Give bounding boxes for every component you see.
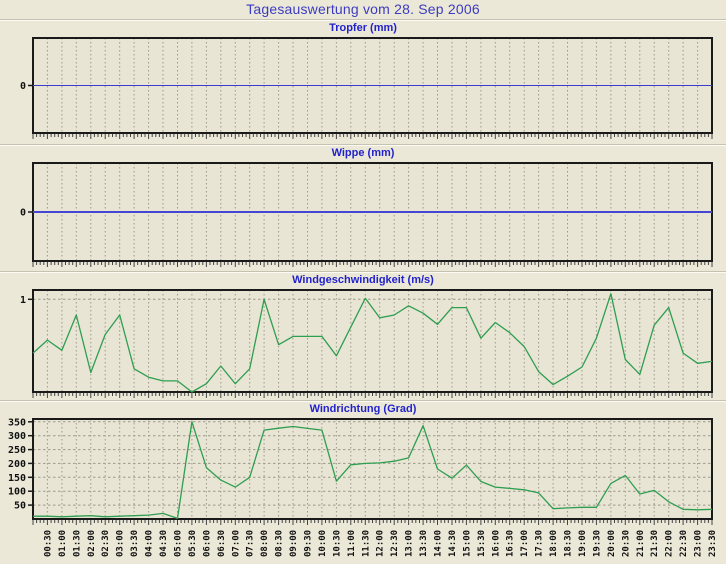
svg-text:05:00: 05:00 xyxy=(174,530,184,557)
svg-text:00:30: 00:30 xyxy=(43,530,53,557)
svg-text:17:00: 17:00 xyxy=(520,530,530,557)
svg-text:11:00: 11:00 xyxy=(347,530,357,557)
svg-text:03:30: 03:30 xyxy=(130,530,140,557)
svg-text:04:00: 04:00 xyxy=(145,530,155,557)
chart-panel-wippe: Wippe (mm) 0 xyxy=(0,146,726,271)
svg-text:100: 100 xyxy=(8,487,26,498)
svg-text:20:00: 20:00 xyxy=(607,530,617,557)
svg-text:09:00: 09:00 xyxy=(289,530,299,557)
chart-panel-tropfer: Tropfer (mm) 0 xyxy=(0,21,726,144)
svg-text:21:30: 21:30 xyxy=(650,530,660,557)
tropfer-chart-title: Tropfer (mm) xyxy=(329,22,397,34)
svg-text:300: 300 xyxy=(8,431,26,442)
chart-panel-windrichtung: Windrichtung (Grad) 50 100 150 200 250 300 350… xyxy=(0,402,726,564)
svg-text:17:30: 17:30 xyxy=(535,530,545,557)
svg-text:21:00: 21:00 xyxy=(636,530,646,557)
svg-text:13:30: 13:30 xyxy=(419,530,429,557)
svg-text:1: 1 xyxy=(20,295,26,306)
svg-text:02:00: 02:00 xyxy=(87,530,97,557)
tropfer-chart: 0 xyxy=(20,37,713,139)
svg-text:13:00: 13:00 xyxy=(405,530,415,557)
header-separator xyxy=(0,19,726,21)
wippe-chart: 0 xyxy=(20,162,713,267)
svg-text:350: 350 xyxy=(8,417,26,428)
svg-text:22:30: 22:30 xyxy=(679,530,689,557)
svg-text:16:00: 16:00 xyxy=(491,530,501,557)
svg-text:01:30: 01:30 xyxy=(72,530,82,557)
svg-text:08:00: 08:00 xyxy=(260,530,270,557)
svg-text:12:30: 12:30 xyxy=(390,530,400,557)
svg-text:09:30: 09:30 xyxy=(304,530,314,557)
svg-text:150: 150 xyxy=(8,473,26,484)
svg-text:0: 0 xyxy=(20,208,26,219)
svg-text:08:30: 08:30 xyxy=(275,530,285,557)
svg-text:06:30: 06:30 xyxy=(217,530,227,557)
svg-text:01:00: 01:00 xyxy=(58,530,68,557)
svg-text:06:00: 06:00 xyxy=(202,530,212,557)
svg-text:23:30: 23:30 xyxy=(708,530,718,557)
svg-text:07:00: 07:00 xyxy=(231,530,241,557)
svg-text:11:30: 11:30 xyxy=(361,530,371,557)
chart-panel-windgeschwindigkeit: Windgeschwindigkeit (m/s) 1 xyxy=(0,273,726,400)
windrichtung-chart-title: Windrichtung (Grad) xyxy=(309,403,417,415)
svg-text:200: 200 xyxy=(8,459,26,470)
svg-text:20:30: 20:30 xyxy=(621,530,631,557)
svg-text:12:00: 12:00 xyxy=(376,530,386,557)
svg-text:23:00: 23:00 xyxy=(694,530,704,557)
svg-text:19:00: 19:00 xyxy=(578,530,588,557)
svg-text:10:30: 10:30 xyxy=(332,530,342,557)
windrichtung-chart: 50 100 150 200 250 300 350 00:30 01:00 01:30 02:00… xyxy=(8,417,718,557)
page-title: Tagesauswertung vom 28. Sep 2006 xyxy=(246,1,480,17)
svg-text:03:00: 03:00 xyxy=(116,530,126,557)
panel-separator-3 xyxy=(0,400,726,402)
wippe-chart-title: Wippe (mm) xyxy=(331,147,395,159)
windgeschwindigkeit-chart: 1 xyxy=(20,289,713,398)
svg-text:16:30: 16:30 xyxy=(506,530,516,557)
svg-text:18:30: 18:30 xyxy=(564,530,574,557)
svg-text:10:00: 10:00 xyxy=(318,530,328,557)
svg-text:50: 50 xyxy=(14,501,26,512)
svg-text:18:00: 18:00 xyxy=(549,530,559,557)
svg-text:0: 0 xyxy=(20,81,26,92)
svg-text:250: 250 xyxy=(8,445,26,456)
svg-text:22:00: 22:00 xyxy=(665,530,675,557)
svg-text:07:30: 07:30 xyxy=(246,530,256,557)
svg-text:05:30: 05:30 xyxy=(188,530,198,557)
svg-text:14:30: 14:30 xyxy=(448,530,458,557)
svg-text:02:30: 02:30 xyxy=(101,530,111,557)
svg-text:04:30: 04:30 xyxy=(159,530,169,557)
svg-text:19:30: 19:30 xyxy=(592,530,602,557)
svg-text:15:30: 15:30 xyxy=(477,530,487,557)
svg-text:15:00: 15:00 xyxy=(462,530,472,557)
svg-text:14:00: 14:00 xyxy=(434,530,444,557)
windgeschwindigkeit-chart-title: Windgeschwindigkeit (m/s) xyxy=(292,274,434,286)
panel-separator-1 xyxy=(0,144,726,146)
panel-separator-2 xyxy=(0,271,726,273)
